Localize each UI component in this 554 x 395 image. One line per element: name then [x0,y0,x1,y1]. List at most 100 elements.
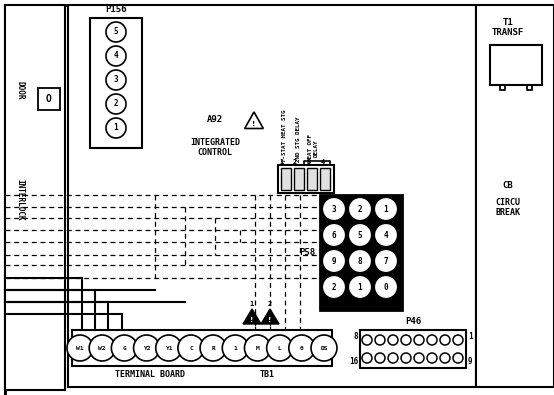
Text: O: O [46,94,52,104]
Circle shape [350,251,370,271]
Text: A92: A92 [207,115,223,124]
Text: 2: 2 [358,205,362,214]
Text: 2ND STG DELAY: 2ND STG DELAY [296,117,301,162]
Circle shape [427,335,437,345]
Text: W2: W2 [99,346,106,350]
Circle shape [375,335,385,345]
Circle shape [200,335,226,361]
Text: 0: 0 [384,282,388,292]
Circle shape [401,335,411,345]
Text: INTERLOCK: INTERLOCK [16,179,24,221]
Text: 1: 1 [384,205,388,214]
Bar [68,5,476,387]
Circle shape [134,335,160,361]
Circle shape [89,335,115,361]
Circle shape [440,353,450,363]
Circle shape [311,335,337,361]
Text: 7: 7 [384,256,388,265]
Circle shape [324,199,344,219]
Circle shape [324,251,344,271]
Text: CIRCU
BREAK: CIRCU BREAK [495,198,521,217]
Text: !: ! [253,121,255,127]
Text: 4: 4 [321,159,325,165]
Text: 0: 0 [300,346,304,350]
Bar [38,88,60,110]
Circle shape [67,335,93,361]
Circle shape [414,335,424,345]
Text: TRANSF: TRANSF [492,28,524,37]
Text: W1: W1 [76,346,84,350]
Circle shape [266,335,293,361]
Circle shape [401,353,411,363]
Text: L: L [278,346,281,350]
Circle shape [178,335,204,361]
Bar [90,18,142,148]
Text: 9: 9 [332,256,336,265]
Polygon shape [245,112,263,128]
Text: 4: 4 [384,231,388,239]
Text: HEAT OFF
DELAY: HEAT OFF DELAY [307,134,319,162]
Circle shape [362,335,372,345]
Circle shape [156,335,182,361]
Bar [320,195,402,310]
Text: R: R [211,346,215,350]
Circle shape [350,225,370,245]
Text: 1: 1 [358,282,362,292]
Text: !: ! [268,317,271,323]
Text: T-STAT HEAT STG: T-STAT HEAT STG [283,109,288,162]
Circle shape [106,118,126,138]
Text: C: C [189,346,193,350]
Text: 1: 1 [114,124,119,132]
Text: T1: T1 [502,18,514,27]
Text: P58: P58 [299,248,315,257]
Polygon shape [243,309,261,324]
Text: 1: 1 [279,159,283,165]
Circle shape [427,353,437,363]
Circle shape [324,225,344,245]
Polygon shape [261,309,279,324]
Bar [5,5,65,390]
Text: 2: 2 [332,282,336,292]
Circle shape [376,225,396,245]
Circle shape [350,277,370,297]
Bar [278,165,334,193]
Bar [294,168,304,190]
Circle shape [106,70,126,90]
Bar [360,330,466,368]
Text: M: M [255,346,259,350]
Circle shape [376,199,396,219]
Text: 5: 5 [114,28,119,36]
Circle shape [388,353,398,363]
Text: 5: 5 [358,231,362,239]
Circle shape [324,277,344,297]
Text: 1: 1 [233,346,237,350]
Text: 2: 2 [114,100,119,109]
Text: Y2: Y2 [143,346,150,350]
Bar [307,168,317,190]
Circle shape [376,277,396,297]
Text: 4: 4 [114,51,119,60]
Circle shape [453,353,463,363]
Text: INTEGRATED
CONTROL: INTEGRATED CONTROL [190,138,240,157]
Circle shape [244,335,270,361]
Circle shape [106,46,126,66]
Text: 1: 1 [468,332,473,341]
Text: P46: P46 [405,317,421,326]
Text: 3: 3 [307,159,311,165]
Circle shape [362,353,372,363]
Text: 9: 9 [468,357,473,366]
Circle shape [440,335,450,345]
Text: CB: CB [502,181,514,190]
Bar [72,330,332,366]
Bar [476,5,554,387]
Text: 6: 6 [332,231,336,239]
Circle shape [111,335,137,361]
Circle shape [414,353,424,363]
Circle shape [453,335,463,345]
Text: 8: 8 [358,256,362,265]
Text: TERMINAL BOARD: TERMINAL BOARD [115,370,185,379]
Text: 1: 1 [250,301,254,307]
Circle shape [388,335,398,345]
Text: 8: 8 [353,332,358,341]
Text: TB1: TB1 [259,370,274,379]
